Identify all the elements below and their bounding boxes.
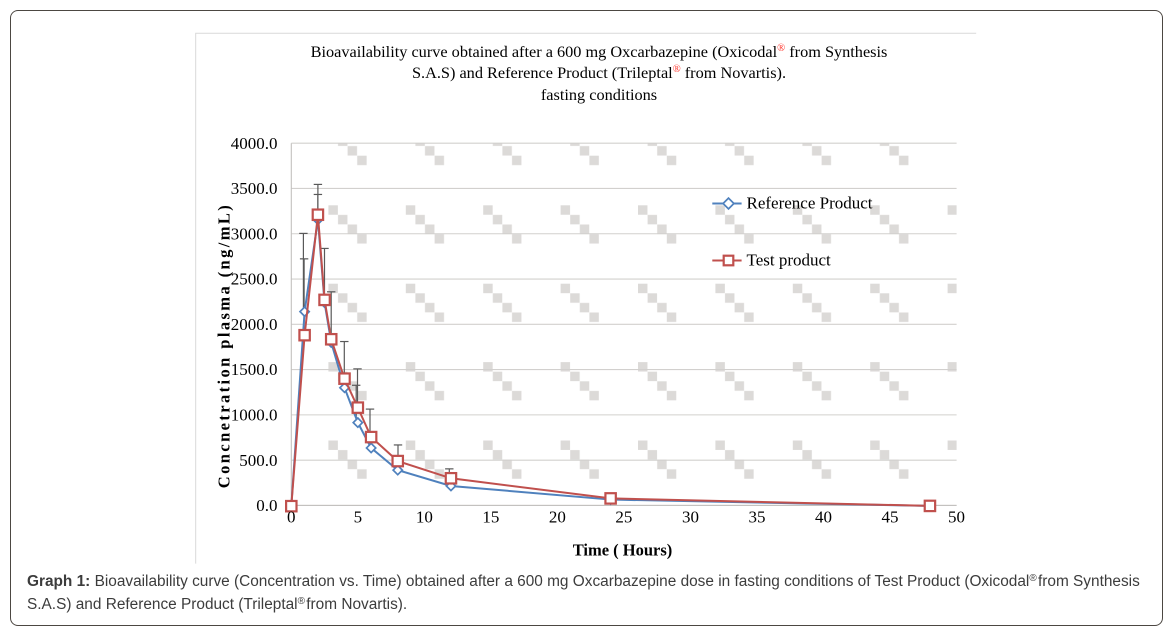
svg-text:0: 0 (287, 508, 296, 527)
svg-text:30: 30 (682, 508, 699, 527)
svg-text:15: 15 (482, 508, 499, 527)
svg-text:3000.0: 3000.0 (231, 224, 278, 243)
svg-text:10: 10 (416, 508, 433, 527)
svg-text:500.0: 500.0 (239, 451, 277, 470)
svg-text:35: 35 (748, 508, 765, 527)
svg-text:Test product: Test product (747, 251, 832, 270)
svg-text:2500.0: 2500.0 (231, 270, 278, 289)
svg-text:50: 50 (948, 508, 965, 527)
svg-text:20: 20 (549, 508, 566, 527)
svg-text:1500.0: 1500.0 (231, 360, 278, 379)
svg-text:Time ( Hours): Time ( Hours) (573, 541, 673, 560)
svg-text:Concnetration plasma (ng/mL): Concnetration plasma (ng/mL) (215, 203, 234, 488)
svg-text:4000.0: 4000.0 (231, 134, 278, 153)
svg-text:0.0: 0.0 (256, 496, 277, 515)
svg-text:45: 45 (882, 508, 899, 527)
svg-text:Reference Product: Reference Product (747, 194, 873, 213)
svg-text:3500.0: 3500.0 (231, 179, 278, 198)
svg-text:25: 25 (615, 508, 632, 527)
svg-text:2000.0: 2000.0 (231, 315, 278, 334)
svg-text:5: 5 (354, 508, 363, 527)
svg-text:1000.0: 1000.0 (231, 405, 278, 424)
svg-text:40: 40 (815, 508, 832, 527)
